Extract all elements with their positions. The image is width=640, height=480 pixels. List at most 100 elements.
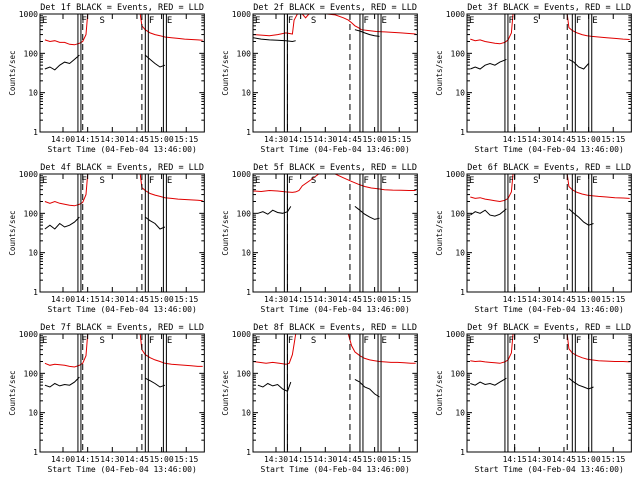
x-tick-label: 14:15 (502, 295, 526, 304)
x-tick-label: 14:45 (552, 455, 576, 464)
x-axis-label: Start Time (04-Feb-04 13:46:00) (48, 465, 197, 474)
y-tick-label: 1000 (445, 330, 464, 339)
chart-title: Det 1f BLACK = Events, RED = LLD (40, 3, 204, 13)
marker-label: E (42, 336, 47, 346)
x-tick-label: 15:15 (388, 135, 412, 144)
y-tick-label: 1000 (445, 170, 464, 179)
marker-label: E (255, 336, 260, 346)
x-tick-label: 15:15 (388, 295, 412, 304)
y-tick-label: 1 (247, 288, 252, 297)
y-tick-label: 1 (460, 448, 465, 457)
plot-frame (466, 333, 632, 453)
x-tick-label: 15:15 (388, 455, 412, 464)
plot-frame (252, 333, 419, 453)
y-tick-label: 100 (450, 49, 465, 58)
marker-label: E (167, 176, 172, 186)
events-series-line (355, 29, 380, 37)
lld-series-line (44, 14, 89, 46)
y-tick-label: 1 (33, 128, 38, 137)
y-tick-label: 1 (33, 288, 38, 297)
events-series-line (44, 216, 80, 230)
marker-label: E (255, 16, 260, 26)
x-tick-label: 15:00 (150, 135, 174, 144)
plot-frame (252, 173, 419, 293)
marker-label: F (288, 16, 293, 26)
x-tick-label: 14:45 (338, 135, 362, 144)
x-tick-label: 14:45 (552, 135, 576, 144)
y-tick-label: 100 (24, 49, 39, 58)
marker-label: F (364, 336, 369, 346)
marker-label: E (469, 176, 474, 186)
marker-label: F (364, 16, 369, 26)
y-axis-label: Counts/sec (221, 50, 230, 95)
x-axis-label: Start Time (04-Feb-04 13:46:00) (261, 145, 410, 154)
marker-label: F (288, 336, 293, 346)
detector-chart-6: Det 6f BLACK = Events, RED = LLD E F S F E 1 10… (435, 163, 632, 314)
y-tick-label: 1000 (232, 10, 251, 19)
marker-label: F (364, 176, 369, 186)
events-series-line (354, 206, 380, 220)
x-tick-label: 14:15 (76, 295, 100, 304)
y-tick-label: 1 (247, 448, 252, 457)
y-axis-label: Counts/sec (221, 370, 230, 415)
marker-label: F (575, 16, 580, 26)
plot-area (44, 174, 203, 292)
x-tick-label: 15:00 (576, 455, 600, 464)
x-tick-label: 15:00 (576, 295, 600, 304)
marker-label: S (100, 336, 105, 346)
y-axis-label: Counts/sec (8, 370, 17, 415)
y-tick-label: 1000 (19, 330, 38, 339)
x-tick-label: 15:00 (150, 455, 174, 464)
plot-area (253, 174, 417, 292)
events-series-line (469, 377, 507, 386)
events-series-line (568, 208, 594, 226)
marker-label: E (167, 16, 172, 26)
x-axis-label: Start Time (04-Feb-04 13:46:00) (474, 145, 623, 154)
y-tick-label: 1 (247, 128, 252, 137)
marker-label: S (311, 336, 316, 346)
events-series-line (469, 208, 507, 217)
events-series-line (253, 37, 297, 43)
plot-frame (39, 173, 205, 293)
x-tick-label: 14:45 (125, 295, 149, 304)
plot-area (469, 334, 630, 452)
x-axis-label: Start Time (04-Feb-04 13:46:00) (261, 465, 410, 474)
y-tick-label: 100 (24, 209, 39, 218)
chart-title: Det 3f BLACK = Events, RED = LLD (467, 3, 631, 13)
marker-label: E (469, 16, 474, 26)
lld-series-line (253, 334, 297, 365)
x-tick-label: 15:15 (174, 295, 198, 304)
chart-title: Det 9f BLACK = Events, RED = LLD (467, 323, 631, 333)
chart-title: Det 4f BLACK = Events, RED = LLD (40, 163, 204, 173)
marker-label: F (149, 16, 154, 26)
marker-label: F (508, 176, 513, 186)
y-tick-label: 1 (460, 128, 465, 137)
lld-series-line (566, 334, 630, 363)
y-axis-label: Counts/sec (435, 50, 444, 95)
marker-label: F (575, 336, 580, 346)
y-tick-label: 1000 (232, 330, 251, 339)
marker-label: S (311, 16, 316, 26)
marker-label: F (81, 176, 86, 186)
lld-series-line (469, 334, 514, 364)
x-tick-label: 14:45 (552, 295, 576, 304)
plot-area (469, 174, 630, 292)
y-tick-label: 100 (237, 209, 252, 218)
x-tick-label: 15:15 (174, 135, 198, 144)
y-tick-label: 1000 (19, 10, 38, 19)
x-tick-label: 14:15 (502, 135, 526, 144)
x-tick-label: 15:00 (576, 135, 600, 144)
y-tick-label: 100 (450, 209, 465, 218)
y-tick-label: 1 (460, 288, 465, 297)
events-series-line (258, 206, 292, 215)
x-tick-label: 14:00 (51, 295, 75, 304)
x-tick-label: 15:15 (601, 135, 625, 144)
x-tick-label: 14:45 (338, 455, 362, 464)
plot-frame (466, 173, 632, 293)
x-axis-label: Start Time (04-Feb-04 13:46:00) (48, 305, 197, 314)
detector-chart-8: Det 8f BLACK = Events, RED = LLD E F S F E 1 10… (221, 323, 419, 474)
marker-label: E (592, 16, 597, 26)
chart-title: Det 8f BLACK = Events, RED = LLD (254, 323, 418, 333)
x-tick-label: 14:30 (314, 135, 338, 144)
x-axis-label: Start Time (04-Feb-04 13:46:00) (48, 145, 197, 154)
